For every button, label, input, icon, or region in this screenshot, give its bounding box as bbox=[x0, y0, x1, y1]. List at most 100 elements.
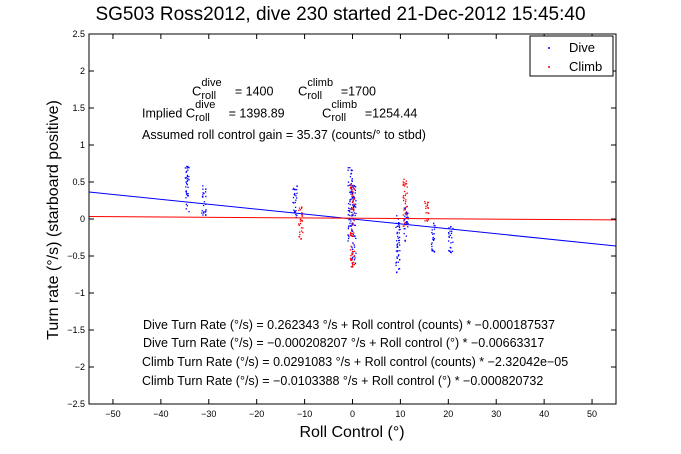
dive-point bbox=[349, 200, 351, 203]
climb-point bbox=[349, 187, 352, 189]
climb-point bbox=[402, 183, 404, 185]
climb-point bbox=[301, 215, 304, 217]
dive-point bbox=[352, 233, 354, 236]
dive-point bbox=[203, 201, 206, 203]
climb-point bbox=[426, 204, 429, 207]
dive-point bbox=[351, 223, 353, 225]
climb-point bbox=[353, 263, 356, 266]
climb-point bbox=[425, 212, 427, 214]
y-tick-label: −2.5 bbox=[67, 399, 85, 409]
dive-point bbox=[292, 196, 295, 199]
fit-climb-counts-annotation: Climb Turn Rate (°/s) = 0.0291083 °/s + … bbox=[142, 355, 569, 369]
dive-point bbox=[396, 257, 398, 259]
climb-point bbox=[428, 212, 430, 214]
dive-point bbox=[202, 196, 204, 198]
climb-point bbox=[351, 232, 353, 235]
climb-point bbox=[298, 236, 301, 238]
dive-point bbox=[395, 262, 397, 264]
dive-point bbox=[398, 225, 401, 227]
dive-point bbox=[404, 228, 406, 230]
climb-point bbox=[405, 193, 407, 195]
dive-point bbox=[451, 230, 453, 232]
dive-point bbox=[347, 169, 349, 171]
climb-point bbox=[402, 225, 404, 227]
climb-point bbox=[353, 197, 355, 200]
dive-point bbox=[186, 165, 189, 168]
climb-point bbox=[403, 185, 406, 187]
climb-point bbox=[402, 195, 405, 197]
dive-point bbox=[185, 203, 188, 205]
y-tick-label: 2.5 bbox=[72, 29, 85, 39]
dive-point bbox=[448, 233, 450, 235]
legend: Dive Climb bbox=[529, 35, 614, 77]
roll-subscript: roll bbox=[331, 112, 347, 124]
dive-point bbox=[187, 192, 189, 195]
dive-point bbox=[431, 231, 433, 234]
climb-point bbox=[427, 201, 429, 204]
dive-point bbox=[399, 250, 401, 252]
dive-point bbox=[397, 237, 399, 239]
roll-subscript: roll bbox=[307, 90, 323, 102]
dive-point bbox=[352, 192, 354, 195]
dive-point bbox=[348, 210, 351, 212]
assumed-gain-annotation: Assumed roll control gain = 35.37 (count… bbox=[142, 128, 426, 142]
dive-point bbox=[395, 240, 398, 242]
dive-point bbox=[294, 211, 296, 213]
data-points-layer bbox=[184, 165, 454, 274]
climb-point bbox=[351, 224, 353, 227]
climb-point bbox=[349, 233, 352, 235]
climb-point bbox=[406, 205, 408, 208]
dive-point bbox=[354, 214, 356, 217]
dive-point bbox=[350, 169, 353, 172]
climb-point bbox=[352, 200, 354, 203]
dive-point bbox=[407, 226, 409, 228]
fit-dive-counts-annotation: Dive Turn Rate (°/s) = 0.262343 °/s + Ro… bbox=[143, 318, 555, 332]
dive-point bbox=[433, 228, 436, 230]
dive-point bbox=[396, 232, 398, 235]
dive-point bbox=[407, 222, 409, 225]
dive-point bbox=[351, 178, 353, 180]
dive-point bbox=[187, 195, 190, 197]
dive-point bbox=[351, 211, 353, 214]
dive-point bbox=[348, 207, 350, 209]
dive-point bbox=[202, 185, 204, 187]
c-symbol: C bbox=[322, 105, 332, 121]
climb-point bbox=[352, 204, 354, 207]
dive-point bbox=[202, 188, 204, 190]
climb-point bbox=[351, 258, 353, 261]
dive-point bbox=[185, 176, 187, 179]
dive-point bbox=[295, 199, 297, 201]
climb-point bbox=[349, 234, 352, 236]
climb-point bbox=[425, 205, 427, 208]
climb-point bbox=[405, 183, 408, 185]
dive-point bbox=[433, 238, 436, 240]
c-symbol: C bbox=[192, 83, 202, 99]
dive-point bbox=[186, 175, 189, 178]
legend-dive-marker bbox=[548, 47, 550, 49]
dive-point bbox=[431, 245, 433, 248]
x-axis-label: Roll Control (°) bbox=[299, 424, 404, 441]
dive-point bbox=[204, 211, 207, 213]
dive-point bbox=[349, 225, 352, 227]
dive-point bbox=[295, 214, 297, 216]
dive-superscript: dive bbox=[195, 99, 216, 111]
climb-point bbox=[349, 232, 352, 234]
dive-point bbox=[447, 231, 450, 234]
dive-point bbox=[353, 187, 355, 190]
dive-cluster bbox=[184, 165, 190, 213]
climb-point bbox=[353, 188, 355, 190]
dive-point bbox=[185, 171, 187, 174]
climb-point bbox=[352, 207, 354, 209]
dive-point bbox=[351, 248, 353, 250]
dive-point bbox=[352, 214, 354, 217]
dive-point bbox=[405, 220, 408, 223]
dive-point bbox=[185, 190, 187, 193]
dive-point bbox=[347, 226, 350, 228]
climb-point bbox=[352, 242, 354, 245]
dive-point bbox=[351, 180, 353, 183]
climb-point bbox=[352, 265, 354, 267]
dive-point bbox=[188, 179, 190, 181]
climb-point bbox=[350, 183, 352, 186]
climb-point bbox=[298, 224, 300, 226]
dive-point bbox=[354, 235, 356, 238]
